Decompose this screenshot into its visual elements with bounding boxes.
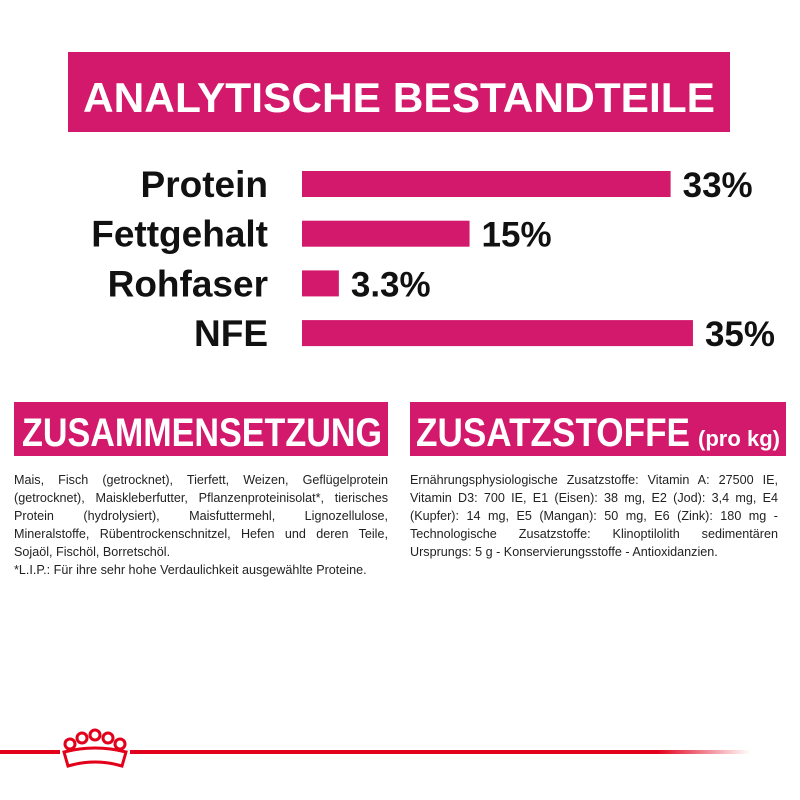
paragraph: *L.I.P.: Für ihre sehr hohe Verdaulichke… (14, 563, 367, 577)
value-label: 15% (482, 216, 552, 255)
category-label: Rohfaser (108, 263, 268, 304)
section-title: ZUSATZSTOFFE (416, 411, 690, 455)
footer-line (0, 750, 60, 754)
bar (302, 220, 470, 247)
paragraph: Ernährungsphysiologische Zusatzstoffe: V… (410, 473, 778, 559)
value-label: 35% (705, 315, 775, 354)
chart-title: ANALYTISCHE BESTANDTEILE (83, 74, 715, 121)
section-title: ZUSAMMENSETZUNG (22, 411, 382, 455)
section-subtitle: (pro kg) (698, 426, 780, 451)
category-label: Fettgehalt (91, 214, 268, 255)
value-label: 3.3% (351, 265, 431, 304)
paragraph: Mais, Fisch (getrocknet), Tierfett, Weiz… (14, 473, 388, 559)
composition-text: Mais, Fisch (getrocknet), Tierfett, Weiz… (14, 471, 388, 579)
value-label: 33% (683, 166, 753, 205)
category-label: NFE (194, 313, 268, 354)
bar (302, 171, 671, 197)
logo (62, 728, 128, 768)
section-banner (14, 402, 388, 456)
category-label: Protein (141, 164, 268, 205)
title-banner (68, 52, 730, 132)
bar (302, 270, 339, 297)
footer-line (130, 750, 750, 754)
additives-text: Ernährungsphysiologische Zusatzstoffe: V… (410, 471, 778, 561)
section-banner (410, 402, 786, 456)
bar (302, 320, 693, 347)
